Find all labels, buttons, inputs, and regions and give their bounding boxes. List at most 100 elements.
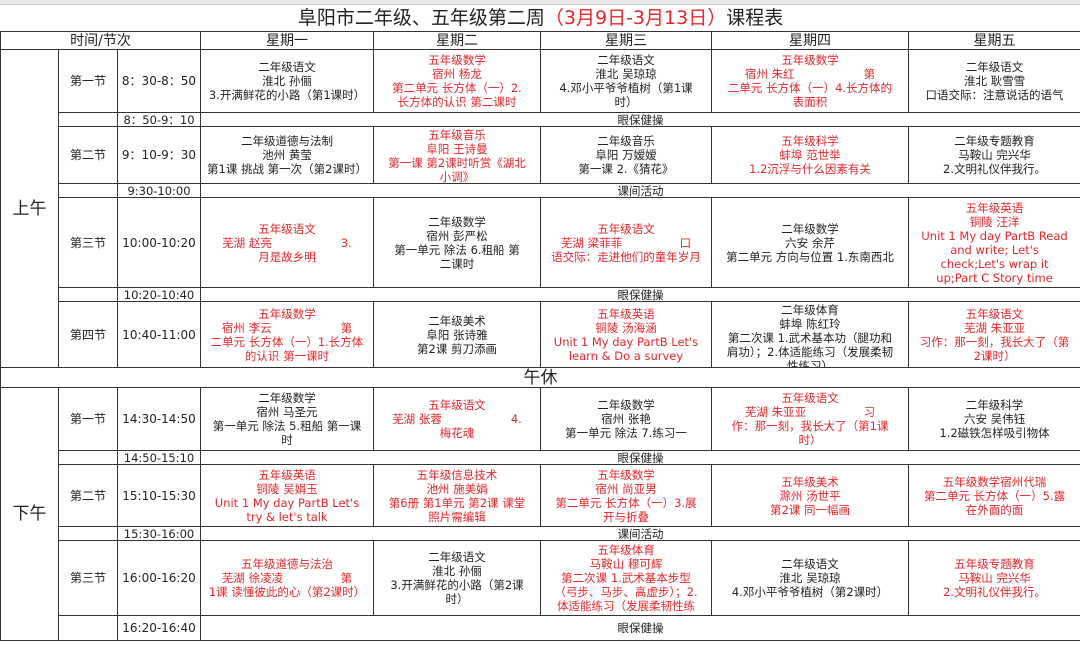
course-teacher: 宿州 李云 第 <box>221 320 353 335</box>
afternoon-session-label: 下午 <box>0 387 59 641</box>
course-teacher: 蚌埠 陈红玲 <box>779 316 841 331</box>
period-row: 上午 第一节 8：30-8：50 二年级语文 淮北 孙俪 3.开满鲜花的小路（第1课时）五… <box>0 49 1080 368</box>
course-title: 二年级数学 <box>781 221 839 236</box>
period-row: 第二节 15:10-15:30 五年级英语 铜陵 吴娟玉 Unit 1 My day P… <box>1 464 1080 527</box>
course-content: 二年级语文 淮北 孙俪 3.开满鲜花的小路（第1课时） <box>202 60 373 102</box>
course-cell-thursday: 二年级数学 六安 余芹 第二单元 方向与位置 1.东南西北 <box>711 197 909 288</box>
break-row: 15:30-16:00 课间活动 <box>1 526 1080 541</box>
course-content: 五年级音乐 阜阳 王诗曼 第一课 第2课时听赏《湖北 小调》 <box>375 128 540 183</box>
course-teacher: 六安 吴伟钰 <box>963 412 1026 426</box>
break-time: 10:20-10:40 <box>117 287 201 302</box>
course-cell-thursday: 五年级语文 芜湖 朱亚亚 习作：那一刻，我长大了（第1课 时） <box>711 387 909 451</box>
course-content: 二年级体育 蚌埠 陈红玲 第二次课 1.武术基本功（腿功和 肩功）；2.体适能练习（发… <box>713 302 908 367</box>
title-main: 阜阳市二年级、五年级第二周 <box>297 7 545 29</box>
period-label: 第三节 <box>58 540 118 616</box>
period-label: 第三节 <box>58 197 118 288</box>
period-label-empty <box>58 450 118 465</box>
spreadsheet-grid-strip <box>0 0 1080 5</box>
course-content: 二年级数学 六安 余芹 第二单元 方向与位置 1.东南西北 <box>713 221 908 264</box>
course-content: 二年级数学 宿州 张艳 第一单元 除法 7.练习一 <box>542 398 711 440</box>
course-topic: 月是故乡明 <box>258 249 316 264</box>
course-title: 二年级体育 <box>781 302 839 317</box>
course-teacher: 芜湖 徐凌凌 第 <box>221 571 353 585</box>
course-topic: up;Part C Story time <box>936 270 1053 285</box>
course-title: 五年级数学 <box>428 53 486 67</box>
course-teacher: 宿州 朱红 第 <box>744 67 876 81</box>
course-content: 五年级英语 铜陵 吴娟玉 Unit 1 My day PartB Let's try … <box>202 468 373 524</box>
course-title: 五年级数学 <box>597 467 655 482</box>
course-topic: 语交际：走进他们的童年岁月 <box>551 249 701 264</box>
course-title: 二年级数学 <box>428 214 486 229</box>
course-teacher: 淮北 孙俪 <box>262 74 312 88</box>
course-cell-wednesday: 五年级体育 马鞍山 穆可辉 第二次课 1.武术基本步型 （弓步、马步、高虚步）；2. 体… <box>540 540 712 616</box>
break-activity: 课间活动 <box>199 183 1080 198</box>
course-teacher: 铜陵 汤海涵 <box>595 320 657 335</box>
course-topic: 时 <box>281 433 293 447</box>
course-title: 五年级体育 <box>597 543 655 557</box>
course-content: 五年级语文 芜湖 朱亚亚 习作：那一刻，我长大了（第 2课时） <box>910 307 1080 363</box>
course-teacher: 马鞍山 完兴华 <box>958 571 1031 585</box>
course-title: 五年级语文 <box>258 221 316 236</box>
period-label: 第一节 <box>58 49 118 113</box>
course-cell-tuesday: 二年级美术 阜阳 张诗雅 第2课 剪刀添画 <box>373 301 541 368</box>
course-topic: Unit 1 My day PartB Read <box>921 228 1068 243</box>
course-cell-tuesday: 五年级音乐 阜阳 王诗曼 第一课 第2课时听赏《湖北 小调》 <box>373 126 541 184</box>
break-activity: 眼保健操 <box>199 450 1080 465</box>
break-time: 15:30-16:00 <box>117 526 201 541</box>
course-title: 二年级语文 <box>258 60 316 74</box>
course-cell-monday: 五年级数学 宿州 李云 第二单元 长方体（一）1.长方体 的认识 第一课时 <box>200 301 374 368</box>
course-content: 二年级语文 淮北 吴琼琼 4.邓小平爷爷植树（第2课时） <box>713 557 908 599</box>
course-title: 二年级道德与法制 <box>241 134 333 148</box>
period-label: 第一节 <box>58 387 118 451</box>
header-tuesday: 星期二 <box>373 31 541 50</box>
course-topic: 开与折叠 <box>603 509 649 524</box>
time-slot: 16:00-16:20 <box>117 540 201 616</box>
course-teacher: 马鞍山 完兴华 <box>958 148 1031 162</box>
course-cell-wednesday: 二年级数学 宿州 张艳 第一单元 除法 7.练习一 <box>540 387 712 451</box>
course-teacher: 芜湖 赵亮 3. <box>222 235 352 250</box>
course-title: 五年级专题教育 <box>954 557 1035 571</box>
course-teacher: 阜阳 万嫒嫒 <box>595 148 657 162</box>
course-topic: 1课 读懂彼此的心（第2课时） <box>208 585 366 599</box>
course-title: 五年级语文 <box>428 398 486 412</box>
course-topic: Unit 1 My day PartB Let's <box>553 334 699 349</box>
course-content: 二年级语文 淮北 孙俪 3.开满鲜花的小路（第2课 时） <box>375 550 540 606</box>
course-cell-wednesday: 五年级英语 铜陵 汤海涵 Unit 1 My day PartB Let's lear… <box>540 301 712 368</box>
break-activity: 课间活动 <box>199 526 1080 541</box>
course-teacher: 宿州 杨龙 <box>432 67 482 81</box>
course-content: 二年级美术 阜阳 张诗雅 第2课 剪刀添画 <box>375 314 540 356</box>
header-friday: 星期五 <box>907 31 1080 50</box>
course-content: 二年级数学 宿州 彭严松 第一单元 除法 6.租船 第二课时 <box>375 214 540 271</box>
title-date-range: （3月9日-3月13日） <box>544 7 727 29</box>
course-topic: 时） <box>445 592 469 606</box>
course-topic: 二课时 <box>439 256 475 271</box>
break-time: 8：50-9：10 <box>117 112 201 127</box>
noon-break-label: 午休 <box>0 367 1080 388</box>
course-teacher: 宿州 马圣元 <box>256 405 318 419</box>
period-row: 下午 第一节 14:30-14:50 二年级数学 宿州 马圣元 第一单元 除法 5.租船 … <box>0 387 1080 641</box>
course-topic: 4.邓小平爷爷植树（第1课 <box>559 81 693 95</box>
period-row: 第二节 9：10-9：30 二年级道德与法制 池州 黄莹 第1课 挑战 第一次（第2课时… <box>1 126 1080 184</box>
course-topic: 第一单元 除法 6.租船 第 <box>394 242 520 257</box>
course-topic: 第2课 剪刀添画 <box>417 341 497 356</box>
course-cell-monday: 二年级道德与法制 池州 黄莹 第1课 挑战 第一次（第2课时） <box>200 126 374 184</box>
course-content: 五年级英语 铜陵 汪洋 Unit 1 My day PartB Read and wr… <box>910 201 1080 285</box>
period-label-empty <box>58 112 118 127</box>
course-topic: 第二单元 方向与位置 1.东南西北 <box>726 249 894 264</box>
period-label-empty <box>58 615 118 641</box>
time-slot: 14:30-14:50 <box>117 387 201 451</box>
schedule-table: 阜阳市二年级、五年级第二周（3月9日-3月13日）课程表 时间/节次 星期一 星… <box>0 5 1080 641</box>
course-content: 五年级语文 芜湖 梁菲菲 口语交际：走进他们的童年岁月 <box>542 222 711 264</box>
course-teacher: 马鞍山 穆可辉 <box>589 557 663 571</box>
course-content: 二年级专题教育 马鞍山 完兴华 2.文明礼仪伴我行。 <box>910 134 1080 176</box>
course-cell-tuesday: 五年级语文 芜湖 张蓉 4. 梅花魂 <box>373 387 541 451</box>
course-cell-friday: 五年级英语 铜陵 汪洋 Unit 1 My day PartB Read and wr… <box>907 197 1080 288</box>
course-cell-wednesday: 二年级音乐 阜阳 万嫒嫒 第一课 2.《猜花》 <box>540 126 712 184</box>
break-row: 16:20-16:40 眼保健操 <box>1 615 1080 641</box>
course-teacher: 淮北 耿雪雪 <box>963 74 1026 88</box>
course-topic: 肩功）；2.体适能练习（发展柔韧 <box>726 344 894 359</box>
course-content: 二年级数学 宿州 马圣元 第一单元 除法 5.租船 第一课时 <box>202 391 373 447</box>
header-monday: 星期一 <box>200 31 374 50</box>
header-time-period: 时间/节次 <box>0 31 201 50</box>
course-cell-friday: 二年级专题教育 马鞍山 完兴华 2.文明礼仪伴我行。 <box>907 126 1080 184</box>
